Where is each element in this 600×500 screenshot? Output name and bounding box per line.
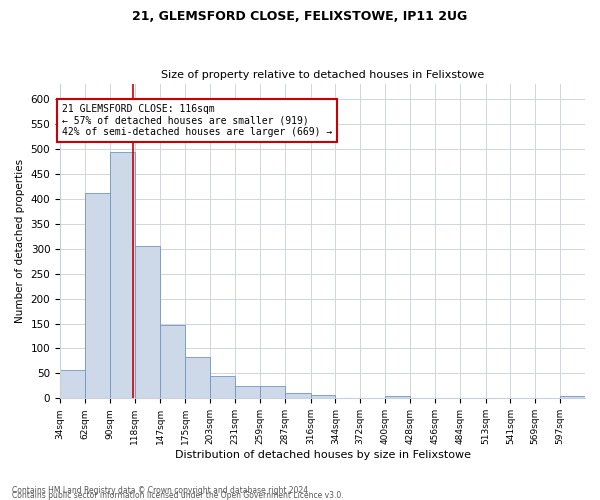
Bar (311, 395, 335, 398)
Bar (210, 376, 235, 398)
Bar (110, 152, 134, 398)
Bar (134, 246, 160, 398)
Bar (260, 386, 285, 398)
Bar (385, 396, 410, 398)
Bar (185, 358, 210, 399)
X-axis label: Distribution of detached houses by size in Felixstowe: Distribution of detached houses by size … (175, 450, 470, 460)
Bar (235, 386, 260, 398)
Bar (160, 324, 185, 398)
Bar (560, 396, 585, 398)
Bar (85, 193, 110, 398)
Text: Contains public sector information licensed under the Open Government Licence v3: Contains public sector information licen… (12, 491, 344, 500)
Y-axis label: Number of detached properties: Number of detached properties (15, 159, 25, 324)
Title: Size of property relative to detached houses in Felixstowe: Size of property relative to detached ho… (161, 70, 484, 81)
Bar (285, 394, 311, 398)
Text: Contains HM Land Registry data © Crown copyright and database right 2024.: Contains HM Land Registry data © Crown c… (12, 486, 311, 495)
Bar (60, 370, 85, 398)
Text: 21, GLEMSFORD CLOSE, FELIXSTOWE, IP11 2UG: 21, GLEMSFORD CLOSE, FELIXSTOWE, IP11 2U… (133, 10, 467, 23)
Text: 21 GLEMSFORD CLOSE: 116sqm
← 57% of detached houses are smaller (919)
42% of sem: 21 GLEMSFORD CLOSE: 116sqm ← 57% of deta… (62, 104, 332, 137)
